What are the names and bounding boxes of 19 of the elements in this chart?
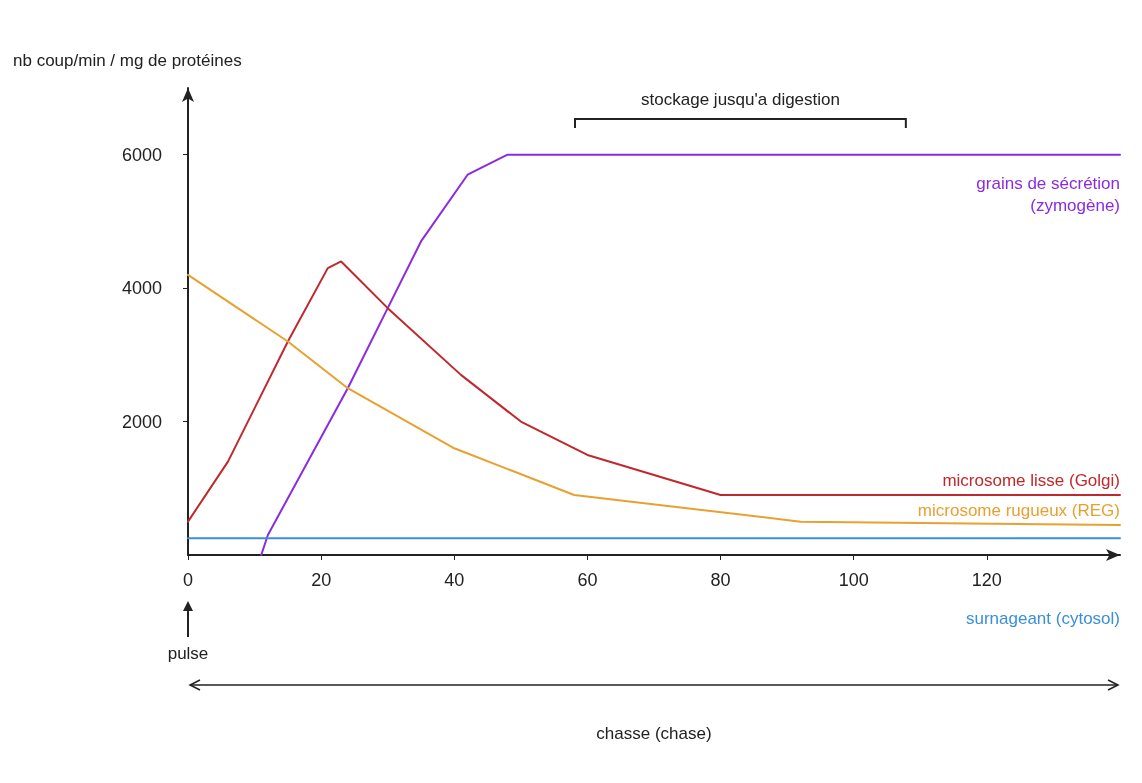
series-label: grains de sécrétion (zymogène) — [976, 174, 1120, 216]
y-tick-label: 2000 — [121, 411, 162, 432]
x-tick-label: 100 — [838, 570, 869, 590]
line-series — [260, 153, 1121, 556]
x-tick-label: 40 — [444, 570, 465, 590]
annotation: stockage jusqu'a digestion — [641, 90, 840, 109]
y-tick-label: 4000 — [121, 278, 162, 299]
x-tick-label: 60 — [577, 570, 598, 590]
x-tick-label: 20 — [311, 570, 332, 590]
y-tick-label: 6000 — [121, 144, 162, 165]
text: surnageant (cytosol) — [965, 608, 1120, 628]
series-label: microsome rugueux (REG) — [917, 501, 1120, 521]
x-tick-label: 120 — [971, 570, 1002, 590]
text: chasse (chase) — [596, 724, 712, 743]
series-label: microsome lisse (Golgi) — [942, 471, 1120, 491]
y-axis-title: nb coup/min / mg de protéines — [13, 50, 242, 70]
x-tick-label: 80 — [710, 570, 731, 590]
x-tick-label: 0 — [182, 570, 194, 590]
text: pulse — [167, 644, 209, 663]
